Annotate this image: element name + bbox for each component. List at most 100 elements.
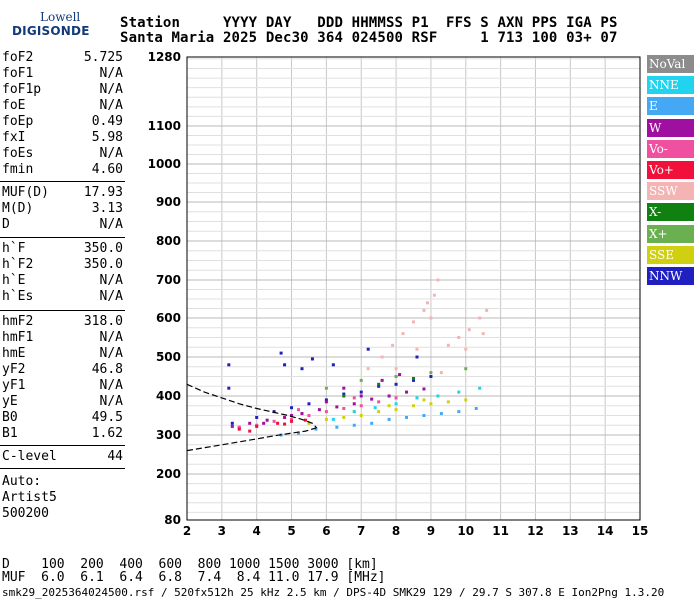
param-label: MUF(D) [2,185,49,200]
y-tick-label: 1000 [148,157,181,171]
x-tick-label: 10 [457,524,474,538]
param-label: foEs [2,146,34,161]
data-point [359,378,363,382]
data-point [436,394,440,398]
param-row: B1 1.62 [0,426,125,442]
data-point [467,328,471,332]
data-point [272,419,276,423]
data-point [387,417,391,421]
param-label: D [2,217,10,232]
x-tick-label: 4 [253,524,261,538]
y-tick-label: 400 [156,389,181,403]
param-value: N/A [99,378,123,393]
data-point [485,308,489,312]
data-point [331,417,335,421]
param-label: yF1 [2,378,26,393]
data-point [401,332,405,336]
param-label: fmin [2,162,34,177]
param-value: 318.0 [83,314,123,329]
data-point [429,316,433,320]
param-row: foEs N/A [0,146,125,162]
data-point [394,375,398,378]
param-row: foEp 0.49 [0,114,125,130]
param-value: 17.93 [83,185,123,200]
x-tick-label: 11 [492,524,509,538]
data-point [439,371,443,375]
data-point [412,404,415,408]
data-point [377,400,381,404]
param-label: B0 [2,410,18,425]
data-point [227,386,231,390]
data-point [457,410,461,414]
data-point [248,421,252,425]
y-tick-label: 900 [156,195,181,209]
param-row: h`F 350.0 [0,241,125,257]
param-row: M(D) 3.13 [0,201,125,217]
x-tick-label: 7 [357,524,365,538]
data-point [300,367,304,371]
data-point [464,398,468,402]
data-point [377,384,381,388]
param-value: 5.725 [83,50,123,65]
data-point [230,424,234,428]
x-tick-label: 6 [322,524,330,538]
data-point [481,332,485,336]
data-point [352,423,356,427]
param-row: foE N/A [0,98,125,114]
param-label: yE [2,394,18,409]
param-label: h`Es [2,289,34,304]
auto-version: 500200 [2,506,49,521]
param-value: N/A [99,394,123,409]
data-point [248,429,252,433]
param-row: yE N/A [0,394,125,410]
param-label: foF1 [2,66,34,81]
param-row: fmin 4.60 [0,162,125,178]
auto-program: Artist5 [2,490,57,505]
param-label: foEp [2,114,34,129]
data-point [324,400,328,404]
legend-item-e: E [647,97,694,116]
param-value: 44 [107,449,123,464]
param-value: 46.8 [91,362,123,377]
data-point [290,419,294,423]
param-row: yF1 N/A [0,378,125,394]
data-point [342,394,346,398]
data-point [446,400,450,404]
data-point [255,424,259,428]
param-row: hmF2 318.0 [0,314,125,330]
data-point [478,386,482,390]
param-label: h`E [2,273,26,288]
param-label: C-level [2,449,57,464]
data-point [415,347,419,351]
data-point [342,392,346,396]
param-row: C-level 44 [0,449,125,465]
data-point [478,316,482,320]
param-value: 49.5 [91,410,123,425]
data-point [446,343,450,347]
param-value: N/A [99,217,123,232]
param-separator [0,445,125,446]
param-value: N/A [99,146,123,161]
y-tick-label: 800 [156,234,181,248]
data-point [377,382,381,386]
legend-item-vo-: Vo- [647,139,694,158]
data-point [303,418,307,422]
data-point [412,320,415,324]
auto-label: Auto: [2,474,42,489]
data-point [335,425,339,429]
data-point [380,355,384,359]
param-label: B1 [2,426,18,441]
data-point [457,390,461,394]
data-point [335,405,339,409]
param-row: foF1p N/A [0,82,125,98]
y-tick-label: 1280 [148,50,181,64]
data-point [394,408,398,412]
data-point [394,382,398,386]
data-point [307,414,311,417]
x-tick-label: 2 [183,524,191,538]
legend-item-vo-: Vo+ [647,161,694,179]
data-point [310,357,314,361]
x-tick-label: 5 [287,524,295,538]
data-point [394,396,398,400]
data-point [283,422,287,426]
